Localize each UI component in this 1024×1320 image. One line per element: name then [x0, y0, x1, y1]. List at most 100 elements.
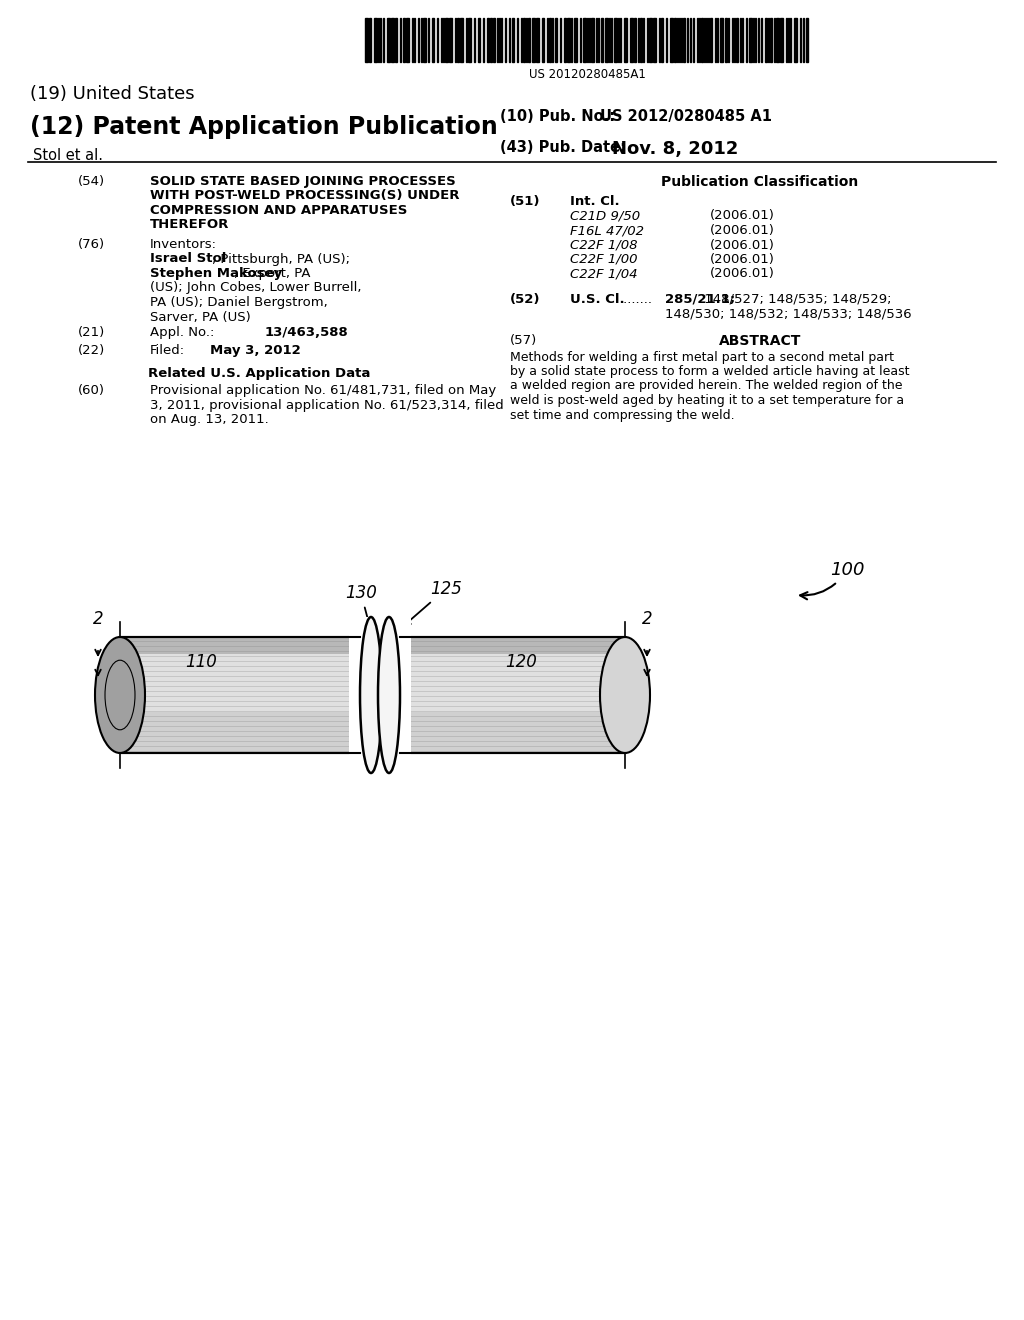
Text: 148/527; 148/535; 148/529;: 148/527; 148/535; 148/529; — [700, 293, 892, 306]
Text: 125: 125 — [403, 579, 462, 626]
Bar — [365, 18, 368, 62]
Bar — [432, 18, 434, 62]
Bar — [670, 18, 673, 62]
Bar — [523, 18, 525, 62]
Bar — [683, 18, 685, 62]
Text: weld is post-weld aged by heating it to a set temperature for a: weld is post-weld aged by heating it to … — [510, 393, 904, 407]
Bar — [564, 18, 566, 62]
Bar — [765, 18, 767, 62]
Text: C21D 9/50: C21D 9/50 — [570, 210, 640, 223]
Bar — [493, 18, 495, 62]
Ellipse shape — [360, 616, 382, 774]
Text: (10) Pub. No.:: (10) Pub. No.: — [500, 110, 615, 124]
Polygon shape — [120, 655, 625, 713]
Bar — [567, 18, 570, 62]
Text: (12) Patent Application Publication: (12) Patent Application Publication — [30, 115, 498, 139]
Text: a welded region are provided herein. The welded region of the: a welded region are provided herein. The… — [510, 380, 902, 392]
Text: 100: 100 — [800, 561, 864, 599]
Text: Nov. 8, 2012: Nov. 8, 2012 — [612, 140, 738, 158]
Text: 3, 2011, provisional application No. 61/523,314, filed: 3, 2011, provisional application No. 61/… — [150, 399, 504, 412]
Text: Filed:: Filed: — [150, 345, 185, 356]
Ellipse shape — [600, 638, 650, 752]
Bar — [649, 18, 652, 62]
Bar — [445, 18, 449, 62]
Text: (2006.01): (2006.01) — [710, 224, 775, 238]
Text: 110: 110 — [185, 653, 217, 671]
Text: C22F 1/04: C22F 1/04 — [570, 268, 638, 281]
Text: 2: 2 — [93, 610, 103, 628]
Bar — [487, 18, 489, 62]
Bar — [720, 18, 723, 62]
Bar — [542, 18, 544, 62]
Bar — [532, 18, 535, 62]
Bar — [749, 18, 752, 62]
Polygon shape — [120, 638, 625, 655]
Text: THEREFOR: THEREFOR — [150, 219, 229, 231]
Text: 285/21.1;: 285/21.1; — [665, 293, 735, 306]
Text: F16L 47/02: F16L 47/02 — [570, 224, 644, 238]
Bar — [674, 18, 676, 62]
Bar — [794, 18, 797, 62]
Bar — [512, 18, 514, 62]
Polygon shape — [349, 616, 411, 774]
Bar — [468, 18, 471, 62]
Bar — [478, 18, 480, 62]
Text: set time and compressing the weld.: set time and compressing the weld. — [510, 408, 734, 421]
Text: COMPRESSION AND APPARATUSES: COMPRESSION AND APPARATUSES — [150, 205, 408, 216]
Text: (57): (57) — [510, 334, 538, 347]
Text: Inventors:: Inventors: — [150, 238, 217, 251]
Text: ........: ........ — [620, 293, 653, 306]
Ellipse shape — [95, 638, 145, 752]
Text: , Pittsburgh, PA (US);: , Pittsburgh, PA (US); — [212, 252, 349, 265]
Text: (54): (54) — [78, 176, 105, 187]
Bar — [640, 18, 642, 62]
Text: PA (US); Daniel Bergstrom,: PA (US); Daniel Bergstrom, — [150, 296, 328, 309]
Bar — [653, 18, 656, 62]
Text: (19) United States: (19) United States — [30, 84, 195, 103]
Text: US 20120280485A1: US 20120280485A1 — [529, 69, 646, 81]
Text: Stephen Makosey: Stephen Makosey — [150, 267, 283, 280]
Text: Provisional application No. 61/481,731, filed on May: Provisional application No. 61/481,731, … — [150, 384, 497, 397]
Text: 148/530; 148/532; 148/533; 148/536: 148/530; 148/532; 148/533; 148/536 — [665, 308, 911, 321]
Text: (2006.01): (2006.01) — [710, 239, 775, 252]
Text: C22F 1/00: C22F 1/00 — [570, 253, 638, 267]
Polygon shape — [120, 713, 625, 752]
Bar — [662, 18, 663, 62]
Text: Int. Cl.: Int. Cl. — [570, 195, 620, 209]
Text: 120: 120 — [505, 653, 537, 671]
Bar — [634, 18, 636, 62]
Text: 13/463,588: 13/463,588 — [265, 326, 349, 339]
Bar — [776, 18, 779, 62]
Text: U.S. Cl.: U.S. Cl. — [570, 293, 625, 306]
Text: Israel Stol: Israel Stol — [150, 252, 226, 265]
Text: Sarver, PA (US): Sarver, PA (US) — [150, 310, 251, 323]
Bar — [406, 18, 409, 62]
Text: Publication Classification: Publication Classification — [662, 176, 859, 189]
Text: (52): (52) — [510, 293, 541, 306]
Bar — [614, 18, 617, 62]
Text: (21): (21) — [78, 326, 105, 339]
Text: WITH POST-WELD PROCESSING(S) UNDER: WITH POST-WELD PROCESSING(S) UNDER — [150, 190, 460, 202]
Text: C22F 1/08: C22F 1/08 — [570, 239, 638, 252]
Bar — [601, 18, 603, 62]
Text: Stol et al.: Stol et al. — [33, 148, 103, 162]
Text: (43) Pub. Date:: (43) Pub. Date: — [500, 140, 626, 154]
Text: May 3, 2012: May 3, 2012 — [210, 345, 301, 356]
Bar — [624, 18, 627, 62]
Ellipse shape — [378, 616, 400, 774]
Text: (51): (51) — [510, 195, 541, 209]
Bar — [780, 18, 783, 62]
Text: (2006.01): (2006.01) — [710, 268, 775, 281]
Text: Appl. No.:: Appl. No.: — [150, 326, 214, 339]
Bar — [528, 18, 530, 62]
Text: (US); John Cobes, Lower Burrell,: (US); John Cobes, Lower Burrell, — [150, 281, 361, 294]
Text: (2006.01): (2006.01) — [710, 253, 775, 267]
Bar — [403, 18, 406, 62]
Text: Related U.S. Application Data: Related U.S. Application Data — [147, 367, 371, 380]
Text: (60): (60) — [78, 384, 105, 397]
Text: US 2012/0280485 A1: US 2012/0280485 A1 — [600, 110, 772, 124]
Bar — [395, 18, 397, 62]
Bar — [536, 18, 539, 62]
Text: 2: 2 — [642, 610, 652, 628]
Bar — [725, 18, 727, 62]
